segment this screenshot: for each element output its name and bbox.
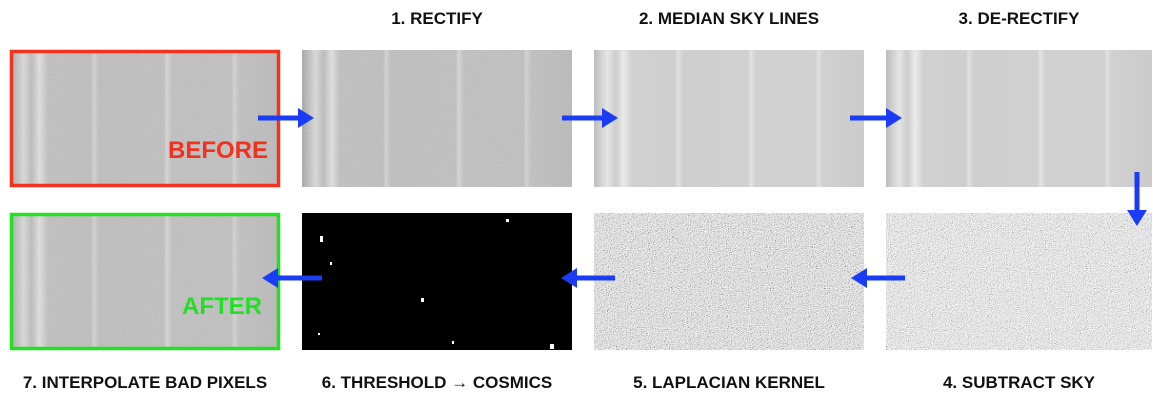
panel-median-sky bbox=[594, 50, 864, 187]
panel-rectify bbox=[302, 50, 572, 187]
after-label: AFTER bbox=[182, 293, 262, 320]
step-label: 3. DE-RECTIFY bbox=[959, 9, 1081, 28]
step-label: 7. INTERPOLATE BAD PIXELS bbox=[23, 373, 267, 392]
step-label: 2. MEDIAN SKY LINES bbox=[639, 9, 819, 28]
panel-threshold bbox=[302, 213, 572, 350]
step-label: 4. SUBTRACT SKY bbox=[943, 373, 1096, 392]
before-label: BEFORE bbox=[168, 137, 268, 164]
panel-after: AFTER bbox=[10, 213, 280, 350]
panel-laplacian bbox=[594, 213, 864, 350]
panel-subtract bbox=[886, 213, 1152, 350]
step-label: 6. THRESHOLD → COSMICS bbox=[322, 373, 552, 392]
step-label: 5. LAPLACIAN KERNEL bbox=[633, 373, 825, 392]
panel-before: BEFORE bbox=[10, 50, 280, 187]
panel-derectify bbox=[886, 50, 1152, 187]
step-label: 1. RECTIFY bbox=[391, 9, 483, 28]
pipeline-diagram: BEFORE AFTER 1. RECTIFY 2. MEDIAN SKY LI… bbox=[0, 0, 1153, 398]
